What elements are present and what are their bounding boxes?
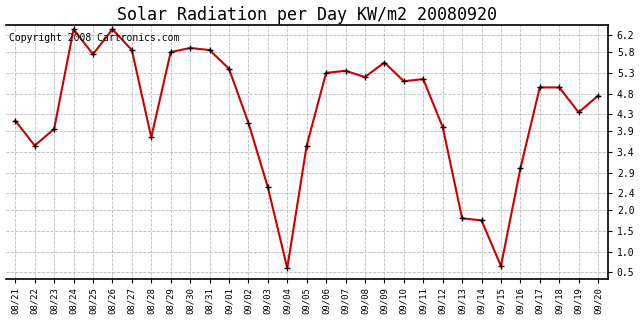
Title: Solar Radiation per Day KW/m2 20080920: Solar Radiation per Day KW/m2 20080920 bbox=[116, 5, 497, 24]
Text: Copyright 2008 Cartronics.com: Copyright 2008 Cartronics.com bbox=[8, 33, 179, 43]
